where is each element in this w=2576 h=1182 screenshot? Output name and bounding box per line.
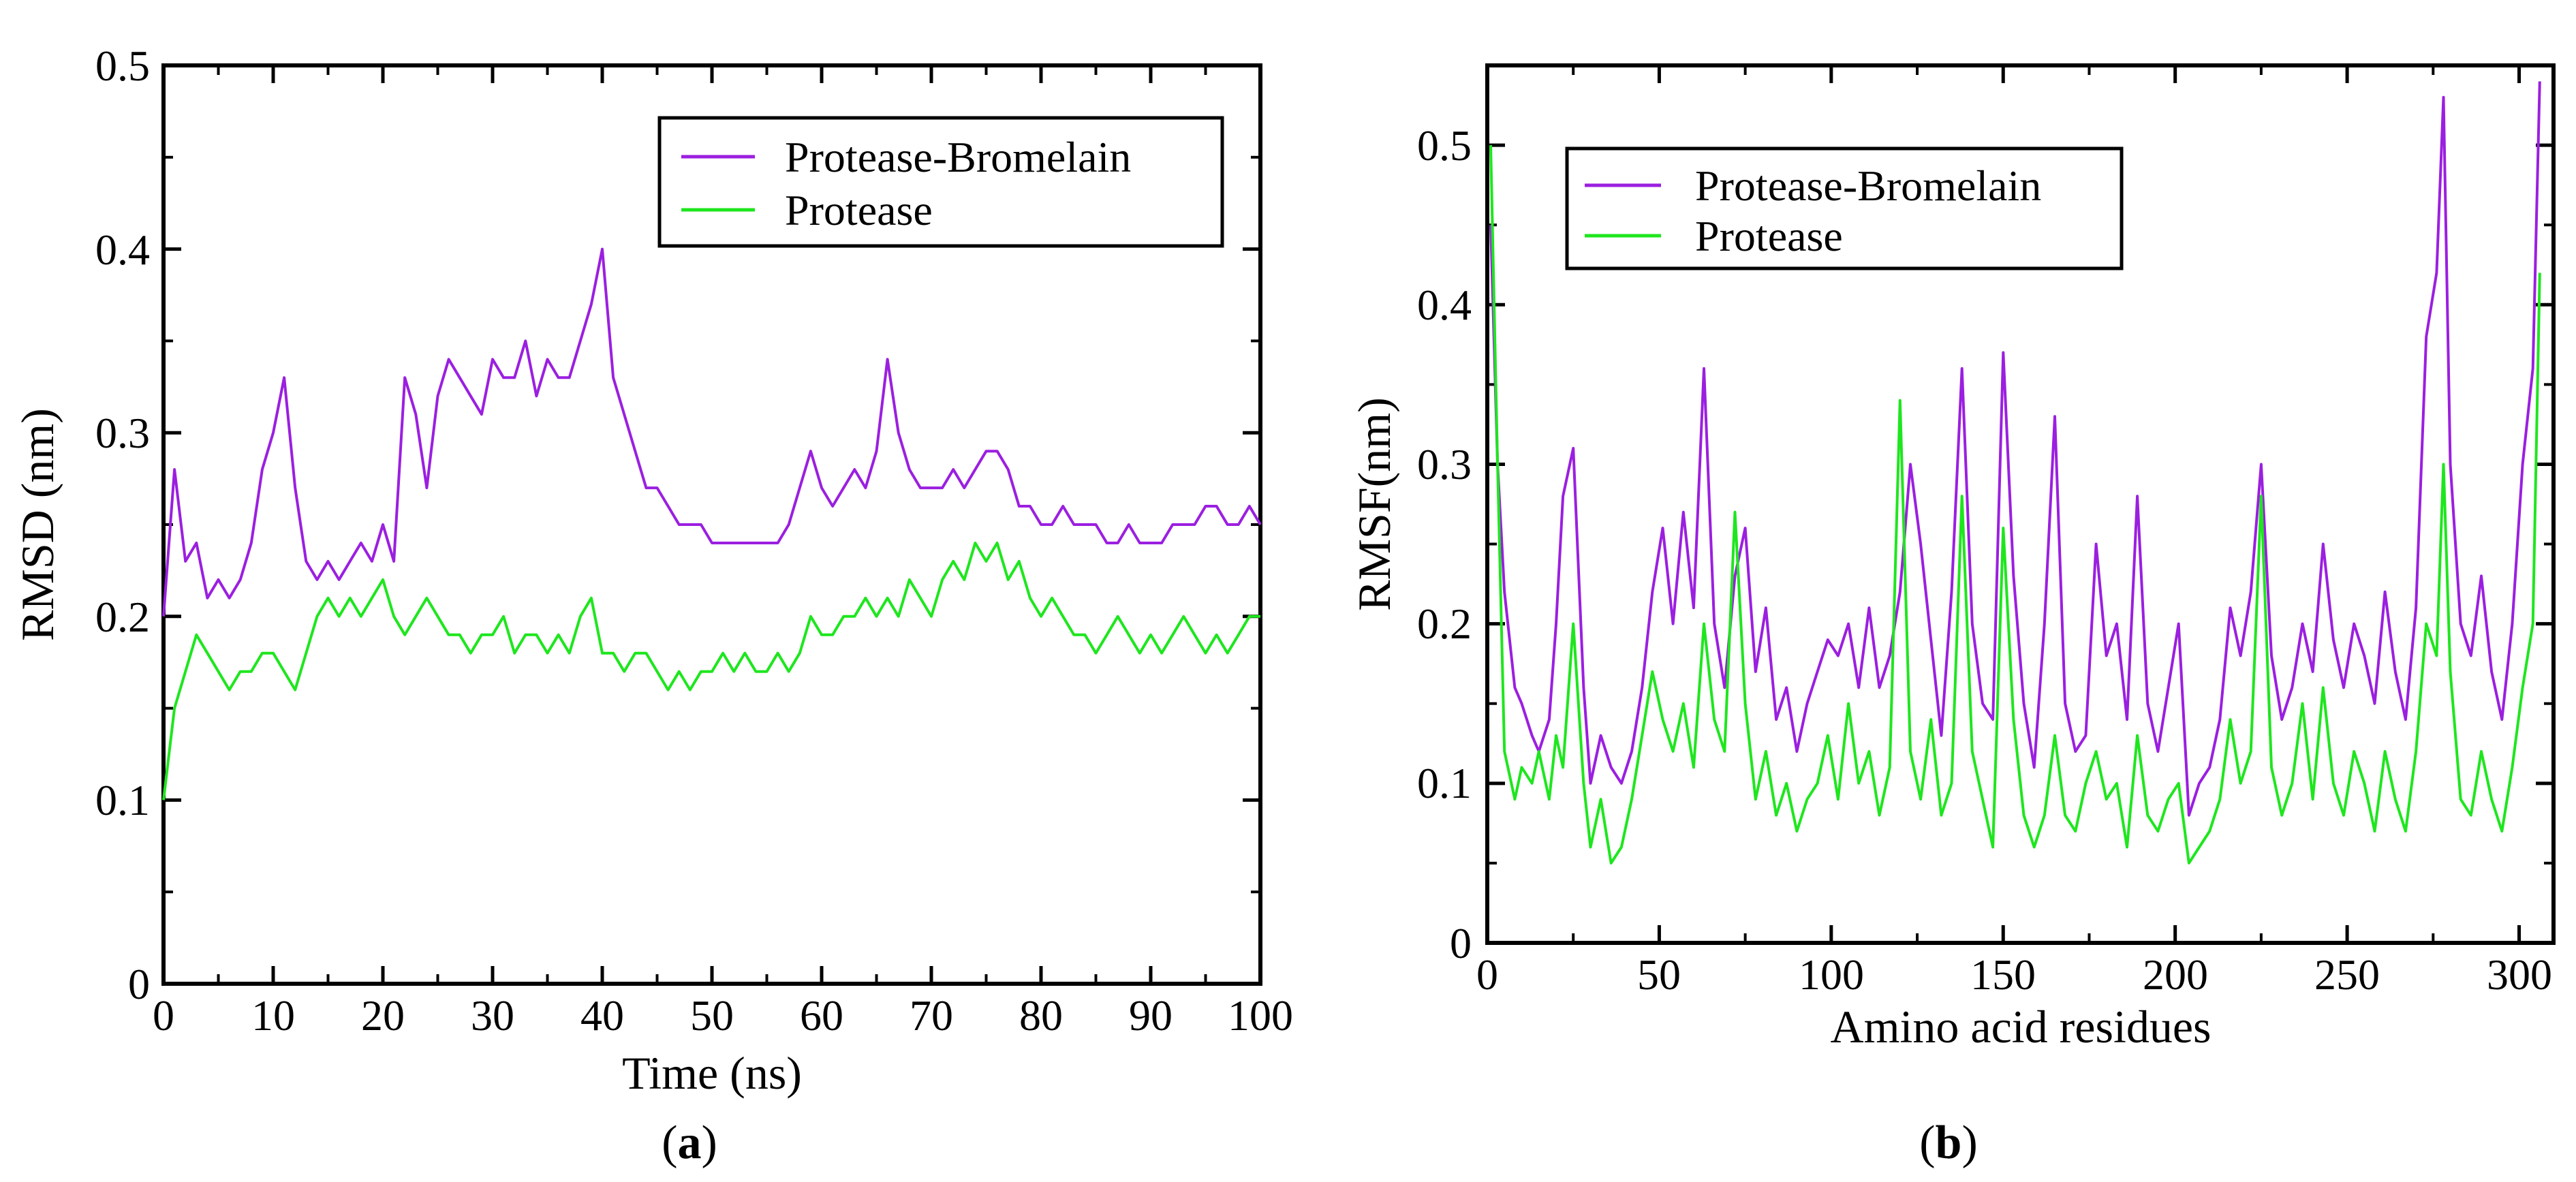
y-tick-label: 0.4 xyxy=(95,225,150,274)
legend-a: Protease-Bromelain Protease xyxy=(657,116,1224,248)
y-tick-label: 0.2 xyxy=(95,593,150,641)
y-tick-label: 0.5 xyxy=(1417,121,1472,170)
series-line-protease-bromelain xyxy=(1489,81,2541,817)
x-tick-label: 20 xyxy=(361,991,405,1040)
x-tick-label: 40 xyxy=(580,991,624,1040)
x-tick-label: 60 xyxy=(800,991,843,1040)
x-tick-label: 30 xyxy=(471,991,514,1040)
panel-letter-b: b xyxy=(1936,1117,1962,1169)
x-tick-label: 200 xyxy=(2143,950,2208,999)
y-tick-label: 0 xyxy=(1450,919,1472,967)
y-tick-label: 0.2 xyxy=(1417,600,1472,648)
y-tick-label: 0.3 xyxy=(1417,440,1472,488)
x-axis-title-a: Time (ns) xyxy=(622,1047,802,1099)
series-line-protease xyxy=(1489,145,2541,865)
y-tick-label: 0.1 xyxy=(1417,759,1472,807)
x-tick-label: 100 xyxy=(1228,991,1293,1040)
y-tick-label: 0.5 xyxy=(95,42,150,90)
legend-b: Protease-Bromelain Protease xyxy=(1565,146,2124,270)
y-axis-title-b: RMSF(nm) xyxy=(1348,397,1400,611)
panel-b-rmsf-chart: 0 0.1 0.2 0.3 0.4 0.5 0 50 100 150 200 2… xyxy=(1348,63,2556,1169)
x-tick-label: 300 xyxy=(2487,950,2552,999)
y-tick-label: 0 xyxy=(128,960,150,1008)
panel-label-a: (a) xyxy=(662,1117,717,1169)
x-tick-label: 90 xyxy=(1129,991,1173,1040)
x-tick-label: 150 xyxy=(1970,950,2036,999)
y-tick-label: 0.4 xyxy=(1417,281,1472,329)
legend-label-protease-bromelain: Protease-Bromelain xyxy=(785,133,1131,181)
x-tick-label: 50 xyxy=(1637,950,1681,999)
x-tick-label: 250 xyxy=(2314,950,2380,999)
x-tick-label: 0 xyxy=(153,991,174,1040)
legend-box-b xyxy=(1565,146,2124,270)
y-tick-label: 0.1 xyxy=(95,776,150,824)
x-tick-label: 0 xyxy=(1476,950,1498,999)
y-axis-title-a: RMSD (nm) xyxy=(12,408,63,641)
legend-box-a xyxy=(657,116,1224,248)
x-tick-label: 10 xyxy=(251,991,295,1040)
legend-label-protease: Protease xyxy=(1695,212,1843,260)
x-tick-label: 100 xyxy=(1799,950,1864,999)
series-line-protease xyxy=(162,542,1260,800)
x-axis-title-b: Amino acid residues xyxy=(1831,1001,2212,1053)
plot-frame-b xyxy=(1485,63,2556,945)
x-tick-label: 50 xyxy=(690,991,734,1040)
y-tick-label: 0.3 xyxy=(95,409,150,457)
legend-label-protease: Protease xyxy=(785,186,933,234)
panel-a-rmsd-chart: 0 0.1 0.2 0.3 0.4 0.5 0 10 20 30 40 50 6… xyxy=(12,42,1293,1169)
x-tick-label: 70 xyxy=(910,991,953,1040)
series-group-a xyxy=(162,247,1262,800)
panel-label-b: (b) xyxy=(1919,1117,1978,1169)
series-group-b xyxy=(1489,81,2541,865)
panel-letter-a: a xyxy=(678,1117,702,1169)
x-tick-label: 80 xyxy=(1019,991,1063,1040)
legend-label-protease-bromelain: Protease-Bromelain xyxy=(1695,161,2041,210)
series-line-protease-bromelain xyxy=(162,247,1262,617)
